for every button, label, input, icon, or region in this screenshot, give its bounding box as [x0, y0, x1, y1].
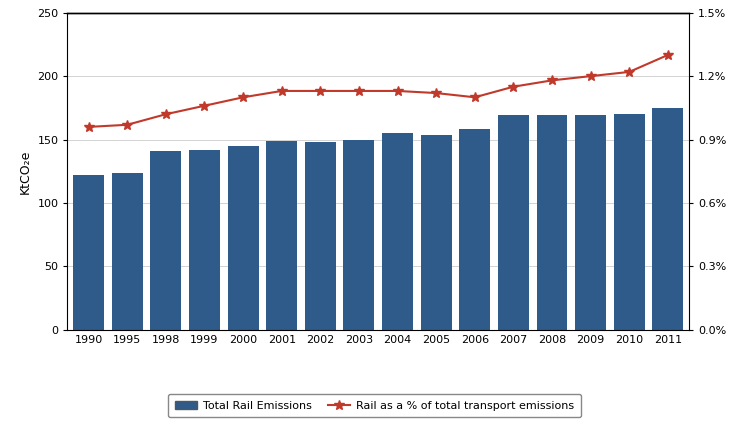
- Bar: [228, 146, 258, 330]
- Bar: [189, 150, 220, 330]
- Bar: [536, 115, 568, 330]
- Rail as a % of total transport emissions: [239, 95, 248, 100]
- Rail as a % of total transport emissions: [509, 84, 518, 89]
- Bar: [266, 141, 297, 330]
- Rail as a % of total transport emissions: [625, 69, 634, 74]
- Y-axis label: KtCO₂e: KtCO₂e: [19, 149, 31, 193]
- Rail as a % of total transport emissions: [123, 122, 132, 127]
- Bar: [305, 142, 336, 330]
- Rail as a % of total transport emissions: [586, 74, 595, 79]
- Rail as a % of total transport emissions: [161, 112, 170, 117]
- Rail as a % of total transport emissions: [277, 88, 286, 93]
- Bar: [459, 129, 491, 330]
- Bar: [575, 115, 606, 330]
- Bar: [112, 173, 143, 330]
- Bar: [498, 115, 529, 330]
- Rail as a % of total transport emissions: [664, 52, 673, 58]
- Rail as a % of total transport emissions: [393, 88, 402, 93]
- Bar: [421, 135, 452, 330]
- Rail as a % of total transport emissions: [200, 103, 209, 108]
- Rail as a % of total transport emissions: [548, 78, 557, 83]
- Rail as a % of total transport emissions: [84, 124, 93, 129]
- Legend: Total Rail Emissions, Rail as a % of total transport emissions: Total Rail Emissions, Rail as a % of tot…: [169, 394, 580, 418]
- Rail as a % of total transport emissions: [470, 95, 479, 100]
- Bar: [344, 140, 374, 330]
- Bar: [73, 175, 104, 330]
- Bar: [652, 108, 683, 330]
- Bar: [613, 114, 645, 330]
- Bar: [151, 151, 181, 330]
- Rail as a % of total transport emissions: [354, 88, 363, 93]
- Rail as a % of total transport emissions: [431, 91, 440, 96]
- Rail as a % of total transport emissions: [316, 88, 325, 93]
- Bar: [382, 133, 413, 330]
- Line: Rail as a % of total transport emissions: Rail as a % of total transport emissions: [84, 50, 673, 132]
